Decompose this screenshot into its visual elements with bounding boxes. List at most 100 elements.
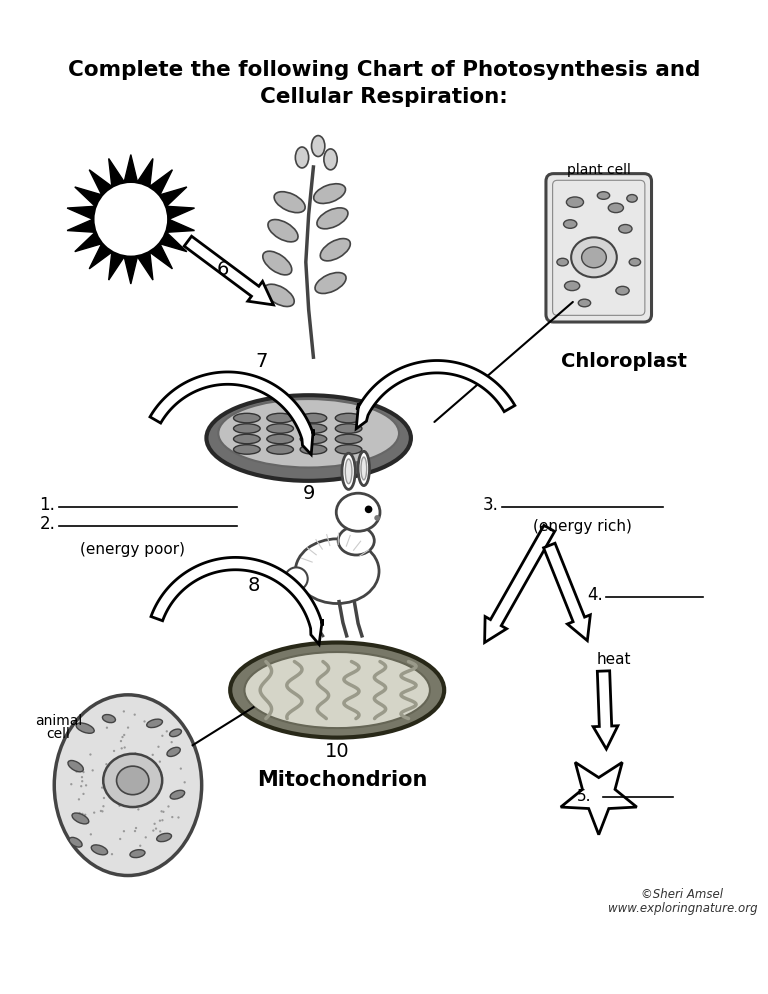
Circle shape [161,810,163,812]
Ellipse shape [336,414,362,422]
Text: 10: 10 [325,743,349,761]
Ellipse shape [567,197,584,208]
Ellipse shape [616,286,629,295]
Circle shape [123,711,125,713]
Circle shape [93,181,169,257]
Ellipse shape [300,414,326,422]
Text: 9: 9 [303,484,315,503]
Ellipse shape [336,493,380,531]
Ellipse shape [233,444,260,454]
Circle shape [78,798,80,800]
Ellipse shape [170,790,184,799]
Text: Chloroplast: Chloroplast [561,353,687,372]
Circle shape [137,808,140,810]
Polygon shape [561,762,637,835]
Polygon shape [184,237,273,305]
Ellipse shape [266,423,293,433]
Polygon shape [150,244,172,268]
Polygon shape [137,252,153,280]
Text: www.exploringnature.org: www.exploringnature.org [607,903,757,915]
Polygon shape [356,361,515,428]
Circle shape [111,853,113,855]
Circle shape [75,770,78,772]
Circle shape [101,786,103,789]
Ellipse shape [627,195,637,202]
Ellipse shape [102,715,115,723]
Polygon shape [151,558,323,644]
Circle shape [93,811,95,814]
Circle shape [181,795,184,798]
Polygon shape [137,158,153,186]
Circle shape [144,792,146,795]
Circle shape [152,829,154,832]
Ellipse shape [336,423,362,433]
Circle shape [106,727,108,729]
Text: 7: 7 [255,353,267,372]
Circle shape [105,763,108,765]
Polygon shape [109,252,124,280]
Circle shape [167,805,170,807]
Ellipse shape [264,284,294,306]
Ellipse shape [336,434,362,443]
Circle shape [166,731,168,733]
Ellipse shape [300,434,326,443]
Circle shape [157,746,160,747]
Circle shape [161,819,164,821]
Text: 8: 8 [247,576,260,595]
Circle shape [177,816,180,819]
Ellipse shape [266,414,293,422]
Circle shape [170,741,173,744]
Polygon shape [74,187,101,207]
Ellipse shape [608,203,624,213]
Text: 4.: 4. [588,585,603,604]
Ellipse shape [296,539,379,603]
Circle shape [151,797,153,799]
Circle shape [134,830,136,832]
Polygon shape [67,207,95,220]
Circle shape [155,827,157,830]
Ellipse shape [76,723,94,734]
Ellipse shape [72,813,89,824]
Circle shape [102,782,104,784]
Ellipse shape [342,453,356,489]
Ellipse shape [629,258,641,265]
Text: 5.: 5. [577,789,591,804]
Circle shape [365,506,372,513]
Ellipse shape [336,444,362,454]
Polygon shape [544,543,591,640]
Polygon shape [150,372,314,454]
Text: (energy rich): (energy rich) [533,519,632,534]
Circle shape [81,813,84,815]
Ellipse shape [130,850,145,858]
Circle shape [134,752,137,754]
Polygon shape [67,220,95,233]
Circle shape [113,749,115,752]
Ellipse shape [578,299,591,307]
Ellipse shape [117,766,149,794]
Ellipse shape [268,220,298,242]
Ellipse shape [315,272,346,293]
Circle shape [159,830,161,833]
Text: (energy poor): (energy poor) [80,542,185,557]
Ellipse shape [598,192,610,200]
Circle shape [78,812,81,814]
Circle shape [119,838,121,840]
Ellipse shape [300,444,326,454]
Circle shape [167,834,170,836]
Text: 6: 6 [217,260,230,279]
Circle shape [123,830,125,832]
Polygon shape [593,671,618,749]
Ellipse shape [619,225,632,233]
Text: animal: animal [35,714,82,728]
Circle shape [147,779,150,781]
Ellipse shape [296,147,309,168]
Circle shape [161,735,164,737]
Circle shape [121,747,123,749]
Circle shape [121,736,124,739]
Circle shape [106,787,108,789]
Polygon shape [160,233,187,251]
Circle shape [150,726,151,728]
Text: Cellular Respiration:: Cellular Respiration: [260,86,508,106]
Circle shape [125,782,127,785]
Ellipse shape [218,399,399,467]
